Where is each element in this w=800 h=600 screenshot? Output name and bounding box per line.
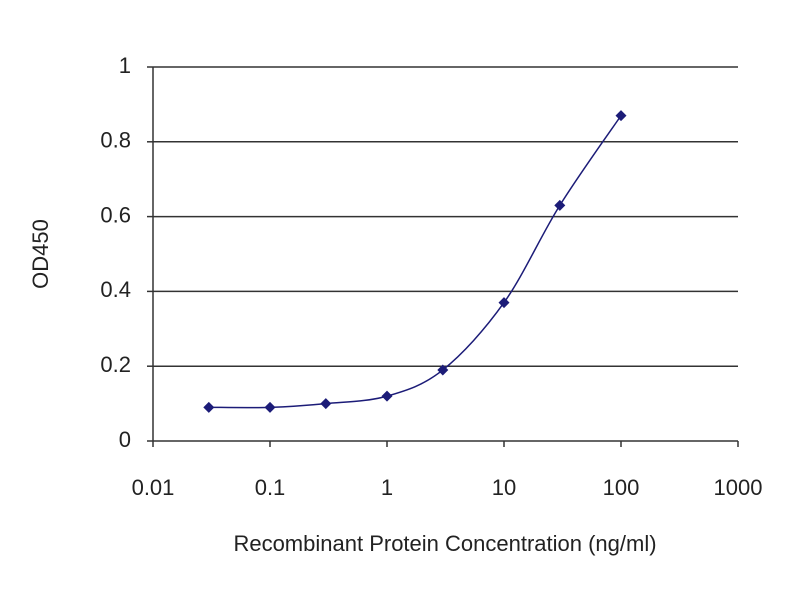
x-tick-label: 1 xyxy=(381,475,393,500)
x-tick-label: 10 xyxy=(492,475,516,500)
y-tick-label: 0.6 xyxy=(100,202,131,227)
data-point xyxy=(554,199,566,211)
y-tick-label: 0.2 xyxy=(100,352,131,377)
data-point xyxy=(320,398,332,410)
data-point xyxy=(615,110,627,122)
curve xyxy=(208,115,622,409)
x-tick-label: 0.1 xyxy=(255,475,286,500)
data-point xyxy=(264,401,276,413)
x-tick-label: 0.01 xyxy=(132,475,175,500)
x-tick-label: 1000 xyxy=(714,475,763,500)
data-point xyxy=(381,390,393,402)
y-tick-label: 1 xyxy=(119,53,131,78)
y-tick-label: 0.8 xyxy=(100,128,131,153)
y-tick-label: 0.4 xyxy=(100,277,131,302)
x-axis-title: Recombinant Protein Concentration (ng/ml… xyxy=(233,531,656,556)
y-axis-title: OD450 xyxy=(28,219,53,289)
y-tick-label: 0 xyxy=(119,427,131,452)
data-point xyxy=(437,364,449,376)
data-point xyxy=(498,297,510,309)
x-tick-label: 100 xyxy=(603,475,640,500)
data-point xyxy=(203,401,215,413)
